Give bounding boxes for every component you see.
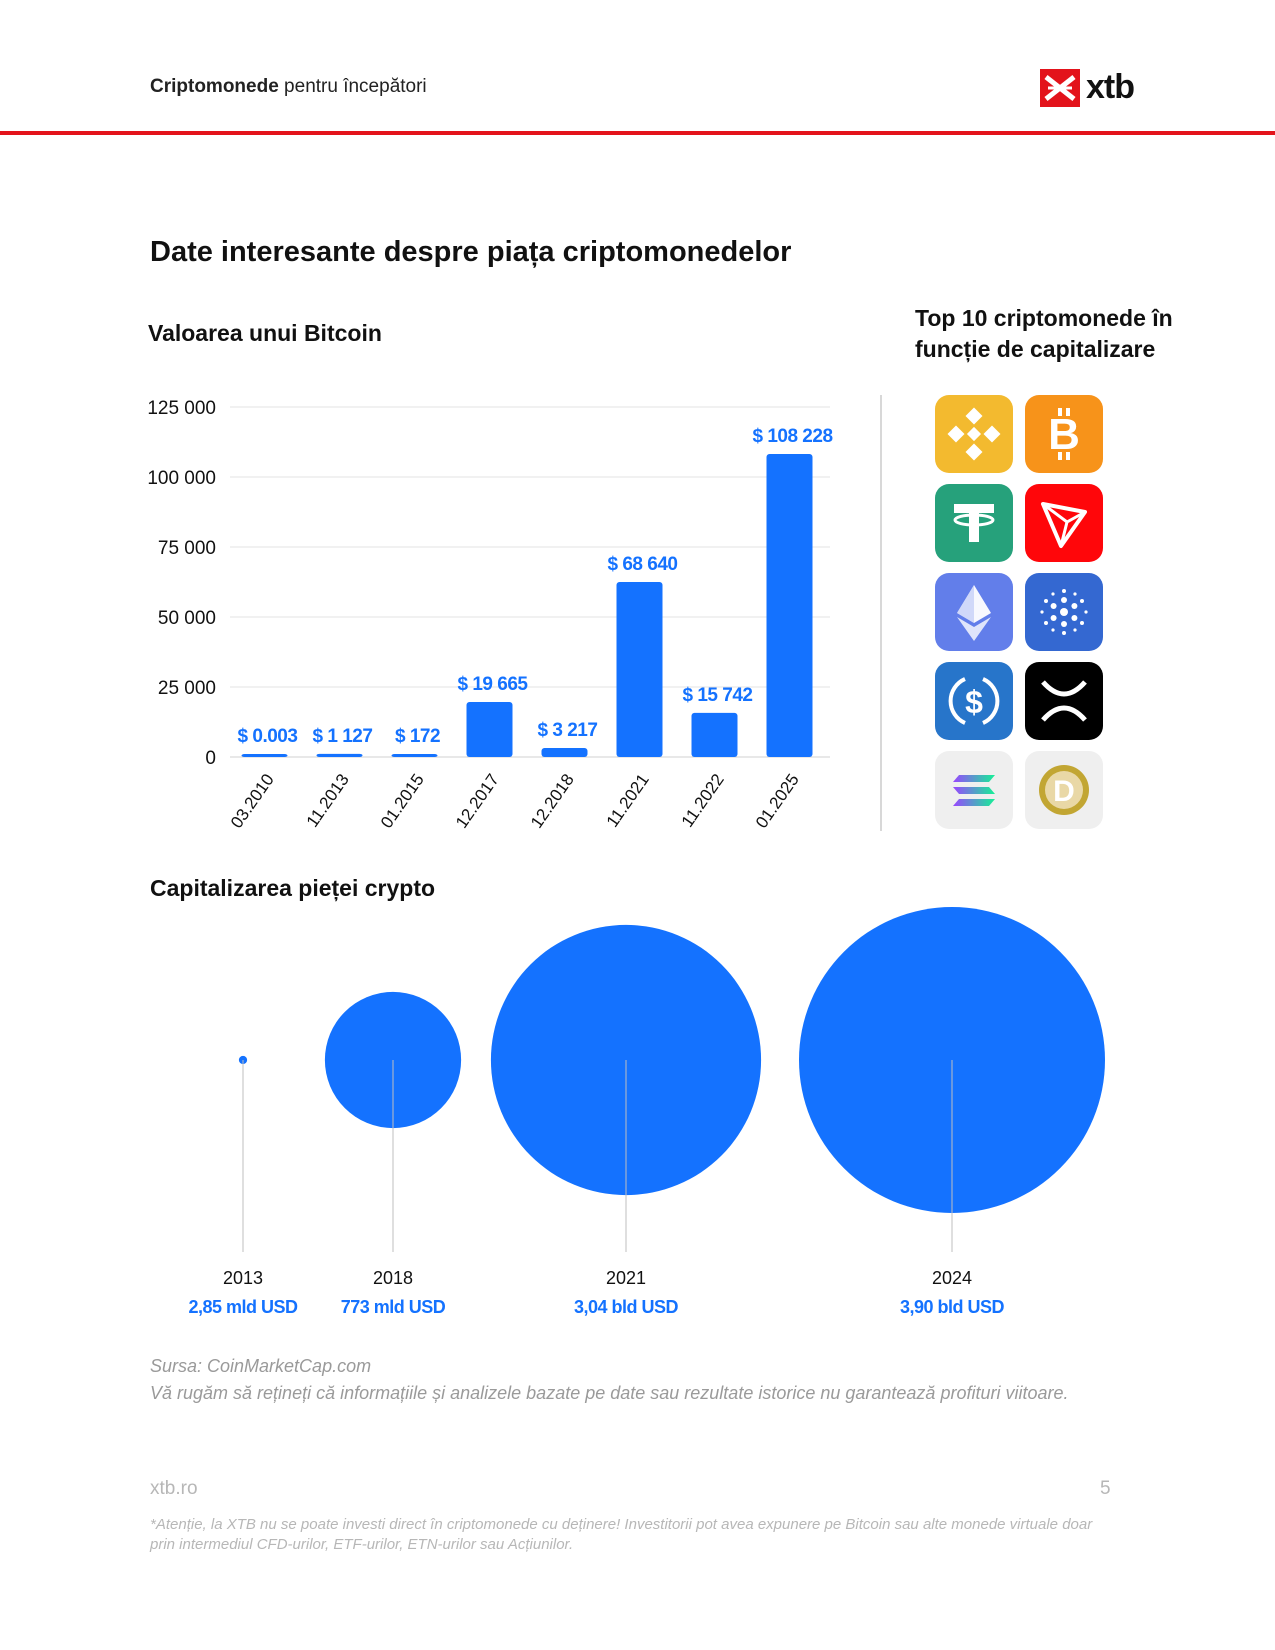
bar — [391, 754, 438, 757]
page-number: 5 — [1100, 1478, 1111, 1499]
header-divider — [0, 131, 1275, 135]
tether-icon — [935, 484, 1013, 562]
bar — [691, 712, 738, 757]
source-note: Sursa: CoinMarketCap.com — [150, 1356, 372, 1376]
tron-icon — [1025, 484, 1103, 562]
bubble-label-2021: 2021 3,04 bld USD — [526, 1268, 726, 1318]
bar-data-label: $ 108 228 — [752, 426, 832, 447]
svg-text:B: B — [1048, 410, 1080, 459]
svg-text:D: D — [1053, 775, 1075, 808]
footer-site-link[interactable]: xtb.ro — [150, 1478, 198, 1499]
bar-data-label: $ 68 640 — [608, 554, 678, 575]
solana-icon — [935, 751, 1013, 829]
xrp-icon — [1025, 662, 1103, 740]
bubble-year: 2024 — [931, 1268, 973, 1288]
xtb-logo: xtb — [1040, 68, 1135, 107]
x-tick-label: 01.2015 — [377, 770, 428, 831]
bubble-value: 3,90 bld USD — [899, 1297, 1005, 1317]
x-tick-label: 03.2010 — [227, 770, 278, 831]
svg-text:$: $ — [965, 684, 983, 720]
bubble-year: 2018 — [372, 1268, 414, 1288]
bitcoin-price-bar-chart: 0 25 000 50 000 75 000 100 000 125 000 $ 0.003… — [147, 398, 833, 832]
top10-coin-grid: B — [935, 395, 1103, 829]
xtb-logo-icon — [1040, 68, 1080, 107]
x-tick-label: 11.2022 — [678, 770, 728, 830]
page-title: Date interesante despre piața criptomone… — [150, 236, 792, 268]
bar — [316, 753, 363, 757]
x-tick-label: 12.2017 — [452, 770, 503, 831]
bubble-value: 773 mld USD — [340, 1297, 446, 1317]
y-tick-label: 125 000 — [147, 398, 216, 419]
document-header-title: Criptomonede pentru începători — [150, 76, 427, 98]
bubble-year: 2021 — [605, 1268, 647, 1288]
bar-data-label: $ 172 — [395, 726, 440, 747]
ethereum-icon — [935, 573, 1013, 651]
header-title-rest: pentru începători — [278, 76, 427, 97]
bar — [541, 747, 588, 757]
y-tick-label: 50 000 — [158, 608, 216, 629]
bubble-label-2013: 2013 2,85 mld USD — [143, 1268, 343, 1318]
bar — [766, 453, 813, 757]
top10-title: Top 10 criptomonede în funcție de capita… — [915, 305, 1173, 362]
bubble-label-2018: 2018 773 mld USD — [293, 1268, 493, 1318]
bar-data-label: $ 0.003 — [238, 726, 298, 747]
x-tick-label: 11.2021 — [603, 770, 653, 830]
bubble-year: 2013 — [222, 1268, 264, 1288]
bar — [241, 754, 288, 757]
bar — [616, 582, 663, 757]
header-title-bold: Criptomonede — [150, 76, 279, 97]
cardano-icon — [1025, 573, 1103, 651]
disclaimer-text: Vă rugăm să rețineți că informațiile și … — [150, 1383, 1069, 1403]
bar-data-label: $ 1 127 — [313, 726, 373, 747]
bar-data-label: $ 19 665 — [458, 674, 529, 695]
x-tick-label: 11.2013 — [303, 770, 353, 830]
binance-coin-icon — [935, 395, 1013, 473]
bubble-value: 2,85 mld USD — [188, 1297, 298, 1317]
bar-data-label: $ 3 217 — [538, 720, 598, 741]
section-divider — [880, 395, 882, 831]
dogecoin-icon: D — [1025, 751, 1103, 829]
bitcoin-icon: B — [1025, 395, 1103, 473]
bar-data-label: $ 15 742 — [683, 685, 753, 706]
y-tick-label: 0 — [205, 748, 216, 769]
x-tick-label: 01.2025 — [752, 770, 803, 831]
y-tick-label: 25 000 — [158, 678, 216, 699]
bar-chart-title: Valoarea unui Bitcoin — [148, 320, 382, 346]
y-tick-label: 75 000 — [158, 538, 216, 559]
market-cap-title: Capitalizarea pieței crypto — [150, 875, 436, 901]
usd-coin-icon: $ — [935, 662, 1013, 740]
bubble-label-2024: 2024 3,90 bld USD — [852, 1268, 1052, 1318]
market-cap-bubble-chart — [238, 907, 1105, 1252]
y-tick-label: 100 000 — [147, 468, 216, 489]
xtb-logo-text: xtb — [1086, 68, 1135, 106]
footer-warning-note: *Atenție, la XTB nu se poate investi dir… — [150, 1516, 1093, 1553]
x-tick-label: 12.2018 — [527, 770, 578, 831]
bar — [466, 701, 513, 757]
bubble-value: 3,04 bld USD — [573, 1297, 679, 1317]
